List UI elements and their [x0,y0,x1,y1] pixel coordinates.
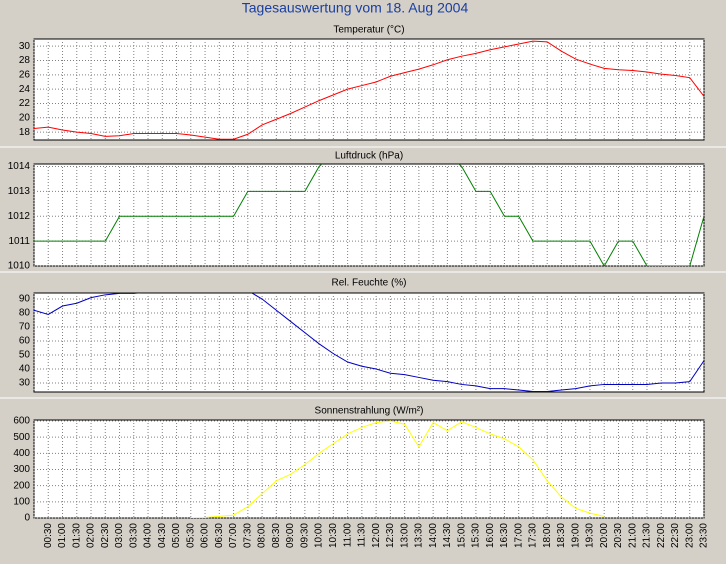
x-tick-label: 08:00 [257,523,268,548]
data-line [34,40,704,140]
plot-area [33,163,705,267]
y-tick-label: 40 [19,364,31,375]
x-tick-label: 19:30 [585,523,596,548]
plot-area [33,38,705,141]
x-tick-label: 07:30 [242,523,253,548]
plot-area [33,419,705,519]
y-tick-label: 28 [19,55,31,66]
y-tick-label: 60 [19,336,31,347]
data-line [190,420,605,518]
x-tick-label: 20:00 [599,523,610,548]
y-tick-label: 30 [19,378,31,389]
x-tick-label: 21:30 [642,523,653,548]
page-title: Tagesauswertung vom 18. Aug 2004 [242,0,469,16]
x-tick-label: 04:00 [143,523,154,548]
x-tick-label: 11:00 [342,523,353,548]
y-tick-label: 20 [19,112,31,123]
x-tick-label: 00:30 [43,523,54,548]
x-tick-label: 15:30 [471,523,482,548]
x-tick-label: 13:00 [399,523,410,548]
data-line [34,293,704,392]
x-tick-label: 02:30 [100,523,111,548]
y-tick-label: 30 [19,41,31,52]
y-tick-label: 22 [19,98,31,109]
y-tick-label: 200 [13,480,30,491]
x-tick-label: 18:00 [542,523,553,548]
x-tick-label: 10:00 [314,523,325,548]
x-tick-label: 09:30 [299,523,310,548]
x-tick-label: 04:30 [157,523,168,548]
x-tick-label: 01:30 [71,523,82,548]
x-tick-label: 12:00 [371,523,382,548]
x-tick-label: 09:00 [285,523,296,548]
x-tick-label: 20:30 [613,523,624,548]
x-tick-label: 03:00 [114,523,125,548]
x-tick-label: 08:30 [271,523,282,548]
x-tick-label: 17:30 [528,523,539,548]
x-tick-label: 23:30 [699,523,710,548]
y-tick-label: 600 [13,416,30,427]
x-tick-label: 06:30 [214,523,225,548]
x-tick-label: 16:30 [499,523,510,548]
y-tick-label: 50 [19,350,31,361]
x-tick-label: 22:30 [670,523,681,548]
x-tick-label: 15:00 [456,523,467,548]
x-tick-label: 13:30 [414,523,425,548]
chart-title: Sonnenstrahlung (W/m²) [315,406,424,417]
y-tick-label: 24 [19,84,31,95]
data-line [34,164,704,266]
x-tick-label: 07:00 [228,523,239,548]
y-tick-label: 100 [13,496,30,507]
x-tick-label: 23:00 [684,523,695,548]
y-tick-label: 0 [24,513,30,524]
y-tick-label: 300 [13,464,30,475]
y-tick-label: 1014 [8,161,31,172]
y-tick-label: 70 [19,322,31,333]
y-tick-label: 18 [19,127,31,138]
y-tick-label: 500 [13,432,30,443]
x-tick-label: 05:00 [171,523,182,548]
x-tick-label: 12:30 [385,523,396,548]
y-tick-label: 1013 [8,186,31,197]
x-tick-label: 02:00 [86,523,97,548]
y-tick-label: 1010 [8,261,31,272]
chart-title: Rel. Feuchte (%) [331,278,406,289]
y-tick-label: 400 [13,448,30,459]
chart-title: Luftdruck (hPa) [335,151,403,162]
x-tick-label: 05:30 [185,523,196,548]
x-tick-label: 06:00 [200,523,211,548]
x-tick-label: 14:00 [428,523,439,548]
x-tick-label: 22:00 [656,523,667,548]
x-tick-label: 11:30 [357,523,368,548]
x-tick-label: 14:30 [442,523,453,548]
x-tick-label: 21:00 [627,523,638,548]
y-tick-label: 1012 [8,211,31,222]
y-tick-label: 1011 [8,236,30,247]
x-tick-label: 03:30 [128,523,139,548]
x-tick-label: 17:00 [513,523,524,548]
y-tick-label: 90 [19,294,31,305]
x-tick-label: 16:00 [485,523,496,548]
y-tick-label: 26 [19,69,31,80]
plot-area [33,292,705,393]
x-tick-label: 19:00 [570,523,581,548]
chart-title: Temperatur (°C) [333,25,404,36]
x-tick-label: 10:30 [328,523,339,548]
x-tick-label: 01:00 [57,523,68,548]
x-tick-label: 18:30 [556,523,567,548]
y-tick-label: 80 [19,308,31,319]
